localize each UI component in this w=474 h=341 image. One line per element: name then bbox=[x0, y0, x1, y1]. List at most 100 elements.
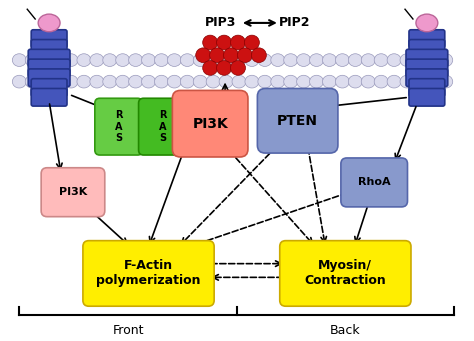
Ellipse shape bbox=[361, 75, 375, 88]
Circle shape bbox=[203, 61, 218, 75]
Ellipse shape bbox=[310, 54, 323, 66]
Ellipse shape bbox=[193, 75, 207, 88]
Ellipse shape bbox=[387, 75, 401, 88]
FancyBboxPatch shape bbox=[28, 49, 70, 67]
Ellipse shape bbox=[258, 54, 272, 66]
Ellipse shape bbox=[413, 54, 427, 66]
Circle shape bbox=[196, 48, 210, 62]
FancyBboxPatch shape bbox=[173, 90, 248, 157]
Ellipse shape bbox=[155, 75, 168, 88]
FancyBboxPatch shape bbox=[95, 98, 143, 155]
Ellipse shape bbox=[271, 54, 285, 66]
Ellipse shape bbox=[232, 75, 246, 88]
FancyBboxPatch shape bbox=[409, 88, 445, 106]
FancyBboxPatch shape bbox=[28, 69, 70, 87]
FancyBboxPatch shape bbox=[409, 79, 445, 96]
Ellipse shape bbox=[64, 54, 78, 66]
Ellipse shape bbox=[348, 54, 362, 66]
Ellipse shape bbox=[400, 75, 414, 88]
Ellipse shape bbox=[128, 75, 143, 88]
Ellipse shape bbox=[245, 54, 259, 66]
Ellipse shape bbox=[361, 54, 375, 66]
Ellipse shape bbox=[322, 54, 337, 66]
Ellipse shape bbox=[206, 75, 220, 88]
Ellipse shape bbox=[51, 54, 65, 66]
Ellipse shape bbox=[64, 75, 78, 88]
Ellipse shape bbox=[400, 54, 414, 66]
Circle shape bbox=[230, 35, 246, 50]
Ellipse shape bbox=[167, 54, 182, 66]
FancyBboxPatch shape bbox=[31, 88, 67, 106]
Circle shape bbox=[230, 61, 246, 75]
Text: R
A
S: R A S bbox=[115, 110, 122, 143]
Text: Front: Front bbox=[113, 324, 145, 337]
Ellipse shape bbox=[90, 75, 104, 88]
Ellipse shape bbox=[25, 54, 39, 66]
Ellipse shape bbox=[38, 14, 60, 32]
Ellipse shape bbox=[167, 75, 182, 88]
Ellipse shape bbox=[374, 75, 388, 88]
Ellipse shape bbox=[413, 75, 427, 88]
Ellipse shape bbox=[322, 75, 337, 88]
Ellipse shape bbox=[426, 75, 440, 88]
Text: PI3K: PI3K bbox=[192, 117, 228, 131]
FancyBboxPatch shape bbox=[31, 40, 67, 57]
FancyBboxPatch shape bbox=[138, 98, 186, 155]
Ellipse shape bbox=[271, 75, 285, 88]
Ellipse shape bbox=[180, 54, 194, 66]
Text: Back: Back bbox=[330, 324, 361, 337]
Ellipse shape bbox=[258, 75, 272, 88]
FancyBboxPatch shape bbox=[341, 158, 408, 207]
Ellipse shape bbox=[77, 54, 91, 66]
Text: PIP2: PIP2 bbox=[279, 16, 310, 29]
Ellipse shape bbox=[12, 75, 26, 88]
Ellipse shape bbox=[284, 75, 298, 88]
Circle shape bbox=[224, 48, 238, 62]
Ellipse shape bbox=[416, 14, 438, 32]
Ellipse shape bbox=[142, 54, 155, 66]
FancyBboxPatch shape bbox=[83, 241, 214, 306]
Ellipse shape bbox=[426, 54, 440, 66]
Ellipse shape bbox=[25, 75, 39, 88]
Ellipse shape bbox=[38, 75, 52, 88]
Ellipse shape bbox=[51, 75, 65, 88]
Ellipse shape bbox=[155, 54, 168, 66]
Ellipse shape bbox=[219, 75, 233, 88]
Ellipse shape bbox=[142, 75, 155, 88]
Ellipse shape bbox=[310, 75, 323, 88]
Ellipse shape bbox=[387, 54, 401, 66]
Ellipse shape bbox=[219, 54, 233, 66]
FancyBboxPatch shape bbox=[406, 59, 448, 77]
FancyBboxPatch shape bbox=[409, 40, 445, 57]
Circle shape bbox=[251, 48, 266, 62]
Ellipse shape bbox=[336, 54, 349, 66]
FancyBboxPatch shape bbox=[257, 88, 338, 153]
Circle shape bbox=[217, 35, 231, 50]
Ellipse shape bbox=[232, 54, 246, 66]
Ellipse shape bbox=[206, 54, 220, 66]
Ellipse shape bbox=[348, 75, 362, 88]
Ellipse shape bbox=[336, 75, 349, 88]
Ellipse shape bbox=[116, 75, 129, 88]
Text: R
A
S: R A S bbox=[159, 110, 166, 143]
FancyBboxPatch shape bbox=[409, 30, 445, 47]
FancyBboxPatch shape bbox=[28, 59, 70, 77]
FancyBboxPatch shape bbox=[31, 79, 67, 96]
Circle shape bbox=[203, 35, 218, 50]
Ellipse shape bbox=[103, 75, 117, 88]
Ellipse shape bbox=[439, 75, 453, 88]
FancyBboxPatch shape bbox=[406, 49, 448, 67]
FancyBboxPatch shape bbox=[406, 69, 448, 87]
Ellipse shape bbox=[193, 54, 207, 66]
Text: Myosin/
Contraction: Myosin/ Contraction bbox=[304, 260, 386, 287]
Text: PIP3: PIP3 bbox=[204, 16, 236, 29]
Ellipse shape bbox=[128, 54, 143, 66]
Ellipse shape bbox=[439, 54, 453, 66]
Text: F-Actin
polymerization: F-Actin polymerization bbox=[96, 260, 201, 287]
Ellipse shape bbox=[103, 54, 117, 66]
Text: PI3K: PI3K bbox=[59, 187, 87, 197]
Ellipse shape bbox=[180, 75, 194, 88]
Ellipse shape bbox=[297, 75, 310, 88]
FancyBboxPatch shape bbox=[280, 241, 411, 306]
Circle shape bbox=[245, 35, 259, 50]
